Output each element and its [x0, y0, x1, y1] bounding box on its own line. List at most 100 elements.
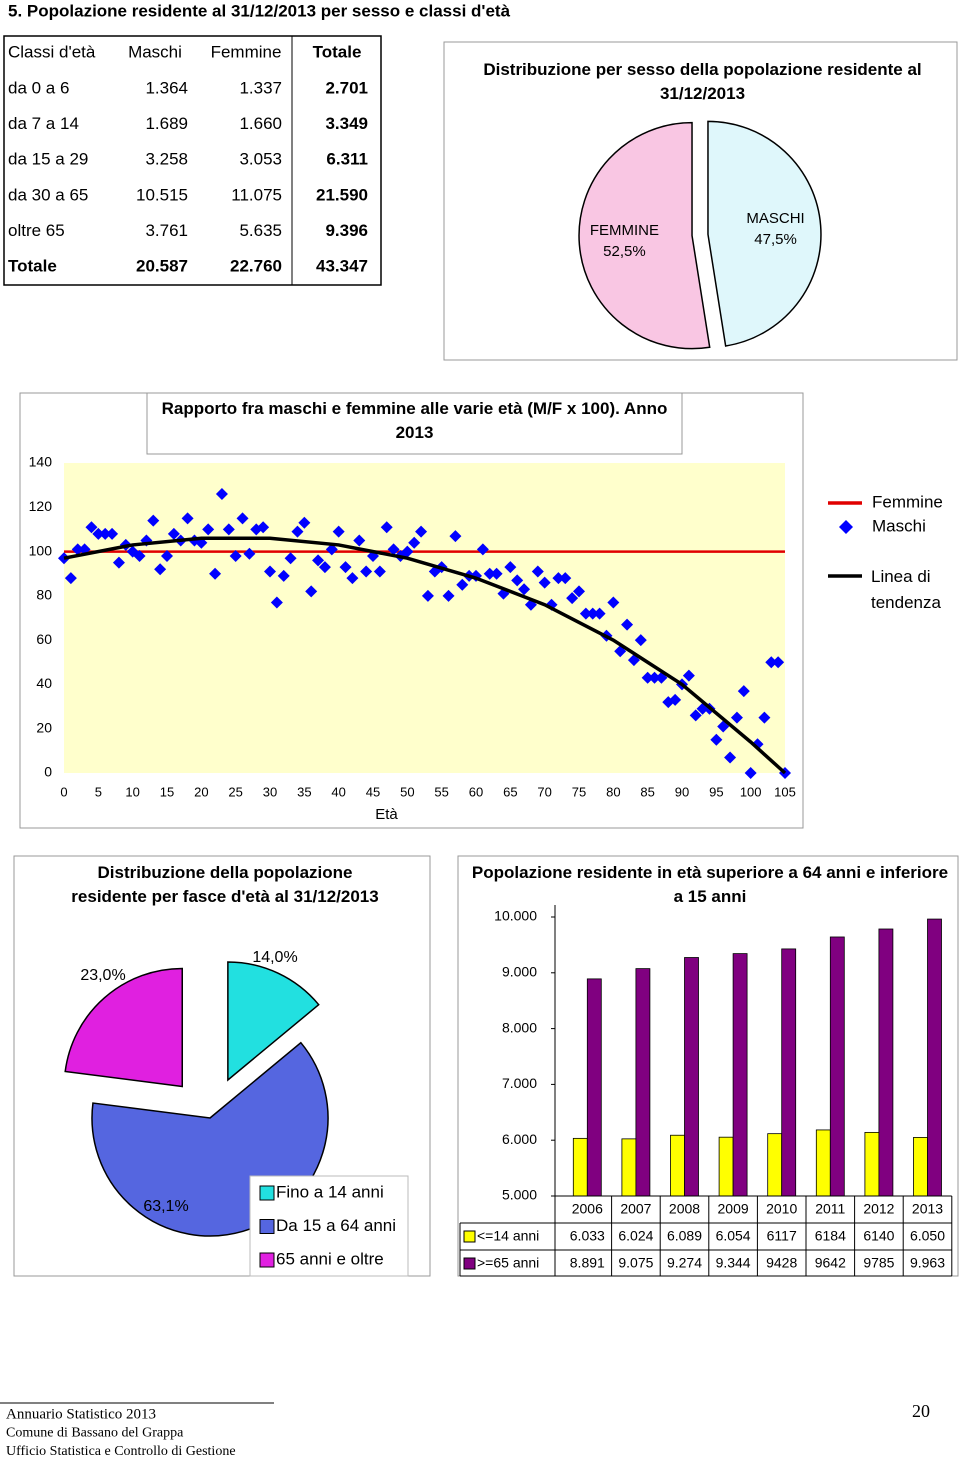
legend-key [463, 1230, 476, 1243]
marker [737, 685, 750, 698]
marker [772, 656, 785, 669]
x-tick-label: 45 [366, 784, 380, 799]
table-cell: 1.689 [145, 114, 188, 133]
marker [380, 521, 393, 534]
chart-title: Distribuzione per sesso della popolazion… [483, 60, 922, 103]
marker [85, 521, 98, 534]
table-header: Classi d'età [8, 42, 96, 61]
x-axis-label: Età [375, 806, 398, 823]
y-tick-label: 5.000 [502, 1187, 537, 1203]
marker [531, 565, 544, 578]
legend-key [259, 1185, 275, 1201]
marker [277, 569, 290, 582]
marker [518, 583, 531, 596]
marker [167, 527, 180, 540]
bar [781, 948, 797, 1197]
line [63, 536, 787, 775]
marker [483, 567, 496, 580]
table-cell: 2.701 [325, 78, 368, 97]
y-tick-label: 80 [36, 587, 52, 603]
marker [106, 527, 119, 540]
x-tick-label: 25 [228, 784, 242, 799]
bar [572, 1137, 588, 1197]
x-tick-label: 30 [263, 784, 277, 799]
category-label: 2009 [718, 1201, 749, 1217]
table-cell: da 0 a 6 [8, 78, 69, 97]
pie-slice [578, 121, 711, 350]
marker [257, 521, 270, 534]
value-label: 9642 [815, 1255, 846, 1271]
marker [621, 618, 634, 631]
value-label: 9428 [766, 1255, 797, 1271]
legend-label: 65 anni e oltre [276, 1249, 384, 1268]
x-tick-label: 85 [640, 784, 654, 799]
value-label: 6.050 [910, 1228, 945, 1244]
chart-title: Distribuzione della popolazione resident… [71, 863, 379, 906]
value-label: 6.054 [716, 1228, 751, 1244]
value-label: 63,1% [143, 1198, 188, 1215]
marker [270, 596, 283, 609]
chart-title: Popolazione residente in età superiore a… [471, 863, 949, 906]
legend-label: <=14 anni [477, 1228, 539, 1244]
table-cell: 20.587 [136, 256, 188, 275]
marker [318, 561, 331, 574]
y-tick-label: 0 [44, 764, 52, 780]
x-tick-label: 75 [572, 784, 586, 799]
bar [586, 978, 602, 1197]
y-tick-label: 100 [29, 542, 53, 558]
marker [490, 567, 503, 580]
x-tick-label: 0 [60, 784, 67, 799]
x-tick-label: 10 [125, 784, 139, 799]
marker [346, 572, 359, 585]
y-tick-label: 8.000 [502, 1019, 537, 1035]
legend-key [259, 1252, 275, 1268]
x-tick-label: 40 [331, 784, 345, 799]
x-tick-label: 35 [297, 784, 311, 799]
category-label: 2008 [669, 1201, 700, 1217]
legend-label: Fino a 14 anni [276, 1182, 384, 1201]
page-number: 20 [912, 1401, 930, 1421]
category-label: 2010 [766, 1201, 797, 1217]
legend-label: Da 15 a 64 anni [276, 1216, 396, 1235]
legend-frame [249, 1175, 409, 1277]
text-box: Distribuzione per sesso della popolazion… [483, 60, 922, 103]
table-cell: 10.515 [136, 185, 188, 204]
marker [586, 607, 599, 620]
bar [718, 1136, 734, 1197]
marker [236, 512, 249, 525]
bar [684, 957, 699, 1197]
value-label: 6.033 [570, 1228, 605, 1244]
table-cell: 21.590 [316, 185, 368, 204]
table-header: Totale [313, 42, 362, 61]
table-cell: 1.364 [145, 78, 188, 97]
value-label: 6.024 [618, 1228, 653, 1244]
marker [449, 530, 462, 543]
value-label: 9785 [863, 1255, 894, 1271]
table-cell: da 7 a 14 [8, 114, 79, 133]
pie-slice [707, 120, 822, 347]
marker [634, 634, 647, 647]
marker [92, 527, 105, 540]
category-label: 2011 [815, 1201, 845, 1217]
bar [878, 928, 894, 1197]
y-tick-label: 10.000 [494, 908, 537, 924]
x-tick-label: 15 [160, 784, 174, 799]
value-label: 6117 [767, 1228, 797, 1244]
marker [209, 567, 222, 580]
marker [511, 574, 524, 587]
marker [669, 693, 682, 706]
marker [229, 550, 242, 562]
marker [154, 563, 167, 576]
marker [566, 592, 579, 605]
y-tick-label: 120 [29, 498, 53, 514]
text-box: Rapporto fra maschi e femmine alle varie… [162, 399, 668, 442]
table-cell: 9.396 [325, 221, 368, 240]
marker [765, 656, 778, 669]
marker [559, 572, 572, 585]
marker [147, 514, 160, 527]
marker [161, 550, 173, 562]
value-label: 14,0% [252, 949, 297, 966]
category-label: 2006 [572, 1201, 603, 1217]
marker [99, 527, 112, 540]
marker [552, 572, 565, 585]
